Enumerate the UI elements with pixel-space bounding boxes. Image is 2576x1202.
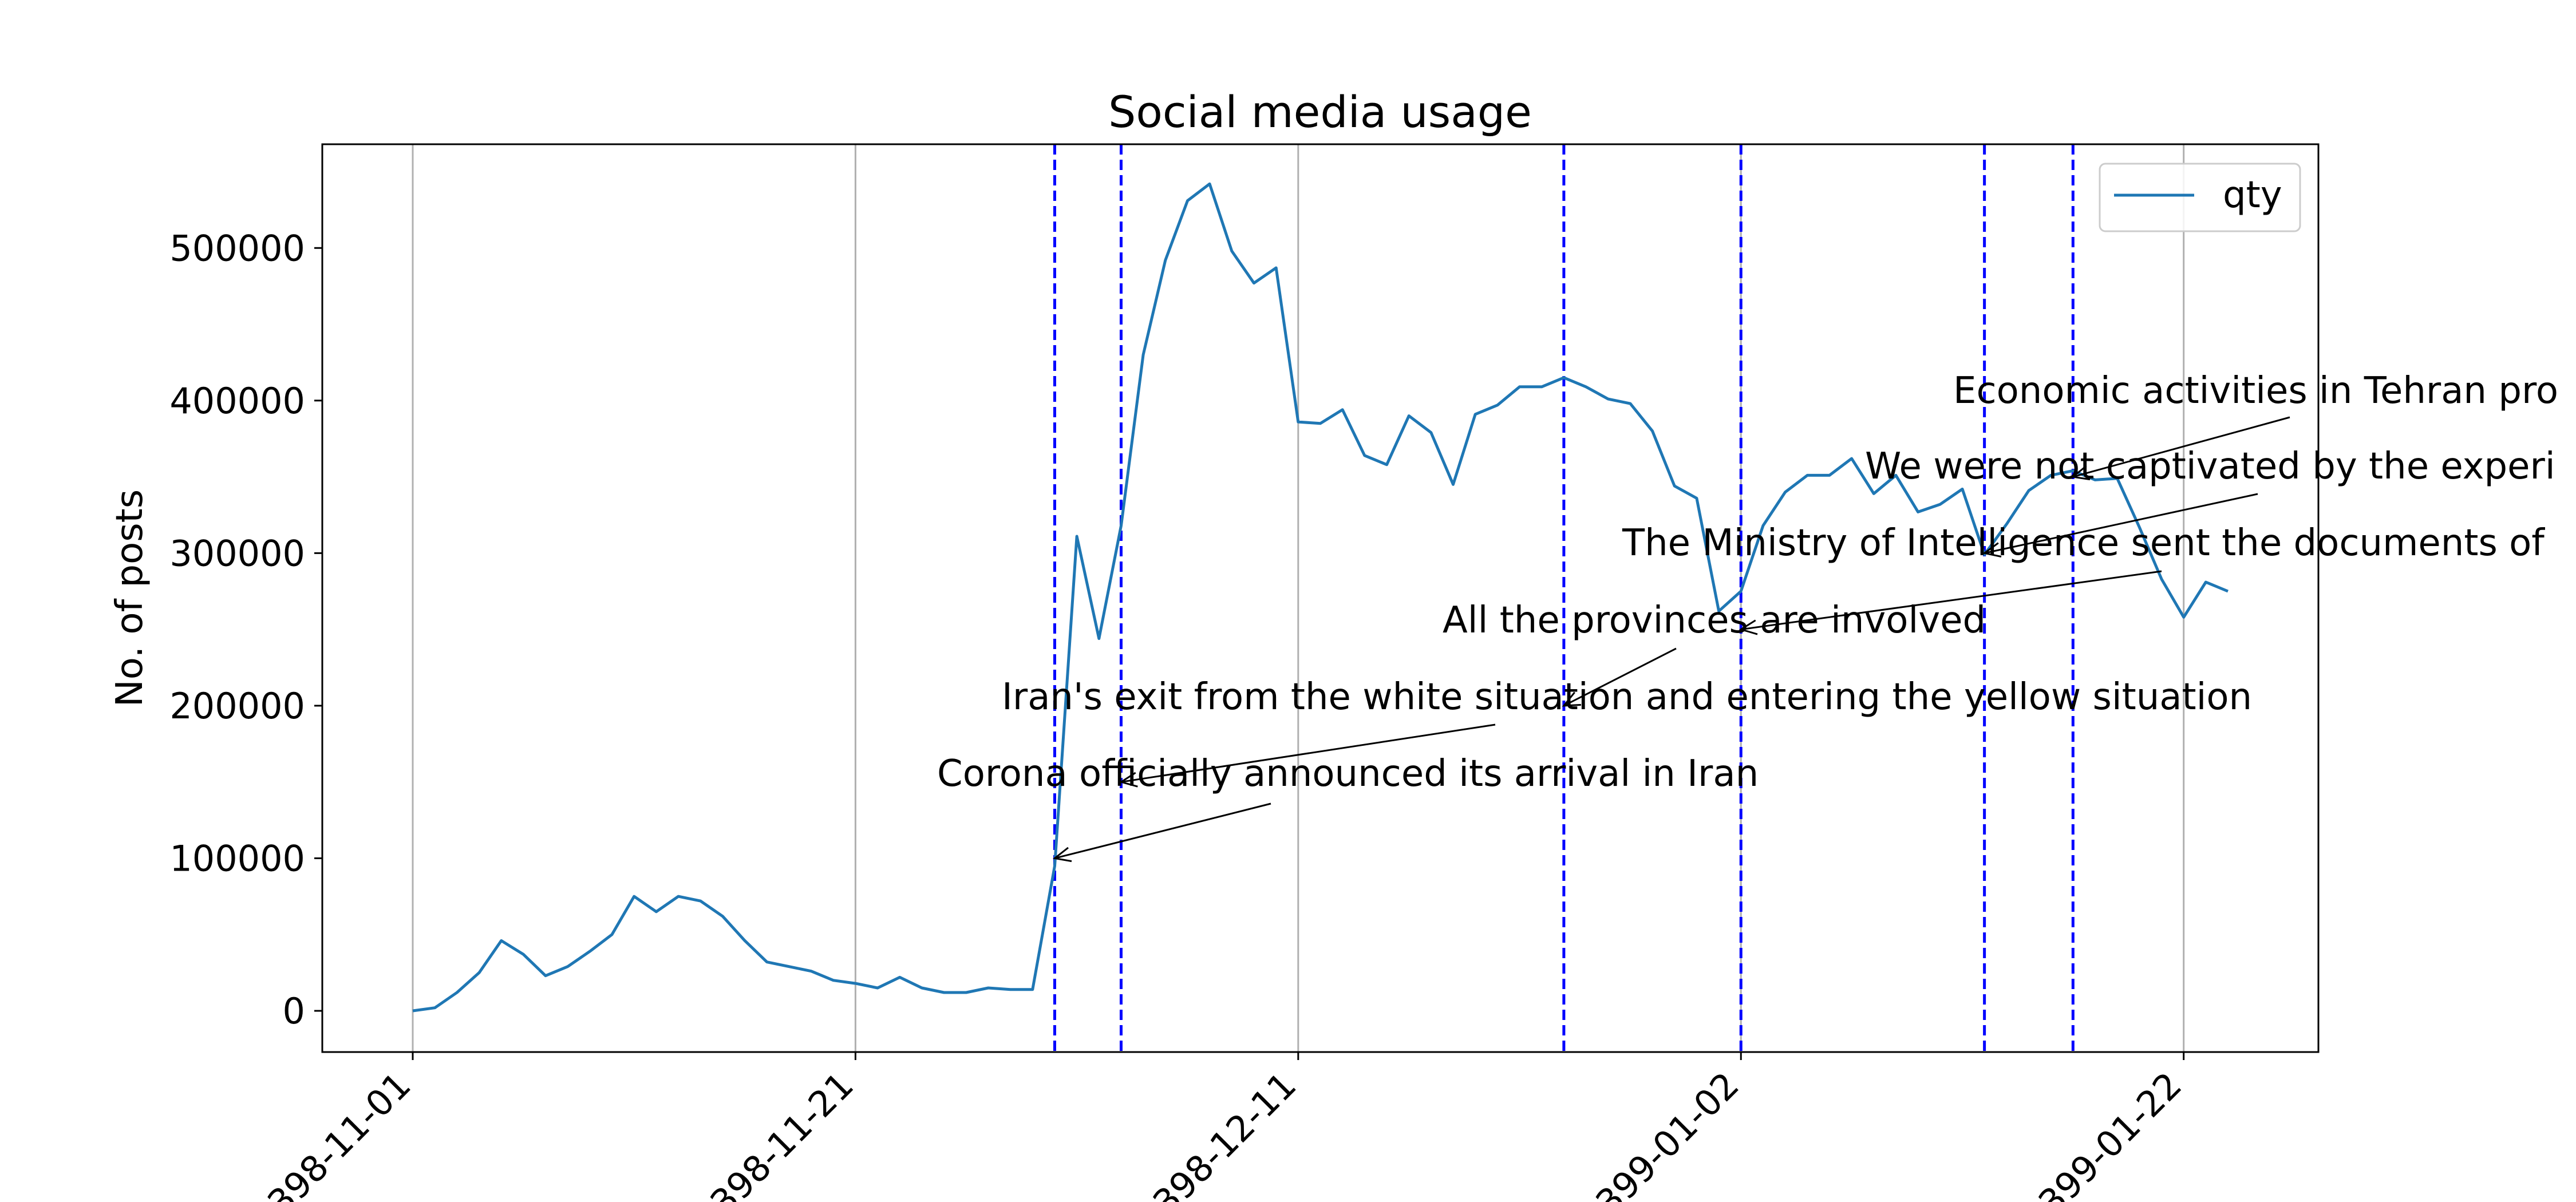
plot-frame xyxy=(321,143,2320,1053)
annotations: Corona officially announced its arrival … xyxy=(937,370,2558,863)
annotation-arrowhead xyxy=(1119,772,1138,788)
y-axis-label: No. of posts xyxy=(109,489,151,707)
annotation-text: The Ministry of Intelligence sent the do… xyxy=(1622,522,2545,564)
y-tick-label: 300000 xyxy=(169,532,305,574)
y-axis-ticks: 0 100000 200000 300000 400000 500000 xyxy=(169,227,322,1032)
annotation-arrowhead xyxy=(1052,847,1072,863)
annotation-arrowhead xyxy=(1982,542,2002,557)
y-tick-label: 100000 xyxy=(169,837,305,879)
annotation-text: We were not captivated by the experi xyxy=(1865,445,2555,488)
y-tick-label: 0 xyxy=(283,990,305,1032)
annotation-arrowhead xyxy=(2071,465,2091,481)
series-line-qty xyxy=(412,182,2229,1013)
annotation-arrow xyxy=(1984,493,2258,554)
x-axis-ticks: 1398-11-01 1398-11-21 1398-12-11 1399-01-02… xyxy=(243,1052,2190,1202)
annotation-arrow xyxy=(1741,570,2162,631)
legend: qty xyxy=(2099,163,2301,232)
annotation-arrowhead xyxy=(1562,691,1581,707)
x-tick-label: 1398-11-01 xyxy=(243,1064,418,1202)
annotation-text: Corona officially announced its arrival … xyxy=(937,753,1759,795)
annotation-arrow xyxy=(1054,802,1271,859)
y-tick-label: 500000 xyxy=(169,227,305,269)
y-tick-label: 400000 xyxy=(169,380,305,422)
legend-label: qty xyxy=(2223,174,2282,216)
x-tick-label: 1399-01-22 xyxy=(2014,1064,2190,1202)
event-lines xyxy=(1053,144,2075,1052)
legend-box xyxy=(2099,163,2301,232)
chart-title: Social media usage xyxy=(1108,86,1532,137)
annotation-text: Economic activities in Tehran pro xyxy=(1953,370,2558,412)
annotation-arrow xyxy=(2072,416,2290,478)
y-tick-label: 200000 xyxy=(169,685,305,727)
annotation-arrow xyxy=(1121,723,1496,783)
x-tick-label: 1398-12-11 xyxy=(1129,1064,1304,1202)
x-tick-label: 1398-11-21 xyxy=(686,1064,862,1202)
grid-lines xyxy=(412,144,2185,1052)
annotation-arrowhead xyxy=(1739,619,1758,635)
series-layer xyxy=(412,182,2229,1013)
annotation-arrow xyxy=(1563,647,1677,707)
annotation-text: All the provinces are involved xyxy=(1443,599,1986,642)
annotation-text: Iran's exit from the white situation and… xyxy=(1002,676,2252,718)
x-tick-label: 1399-01-02 xyxy=(1571,1064,1747,1202)
